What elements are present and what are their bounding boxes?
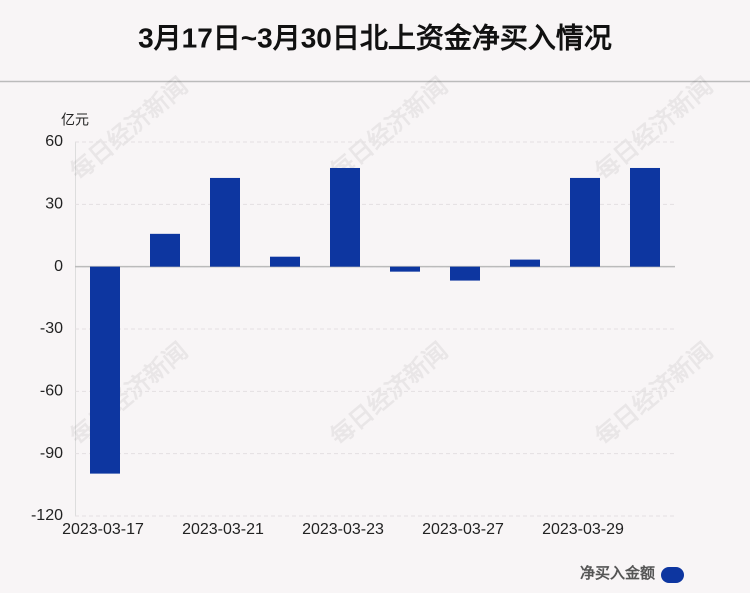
bar <box>330 167 360 267</box>
y-tick-label: 60 <box>45 133 63 150</box>
bar <box>270 256 300 267</box>
legend-swatch <box>661 567 684 583</box>
bar <box>510 259 540 267</box>
bar <box>150 233 180 267</box>
bar <box>210 177 240 267</box>
x-tick-label: 2023-03-23 <box>302 521 384 538</box>
bar <box>90 266 120 474</box>
y-axis-unit: 亿元 <box>61 112 89 128</box>
legend-label: 净买入金额 <box>580 564 655 582</box>
y-tick-label: 0 <box>54 258 63 275</box>
x-tick-label: 2023-03-21 <box>182 521 264 538</box>
x-tick-label: 2023-03-17 <box>62 521 144 538</box>
bar <box>390 266 420 272</box>
bar <box>630 167 660 267</box>
x-tick-label: 2023-03-29 <box>542 521 624 538</box>
y-tick-label: -90 <box>40 445 63 462</box>
y-tick-label: -60 <box>40 383 63 400</box>
y-tick-label: 30 <box>45 196 63 213</box>
bar <box>450 266 480 281</box>
y-tick-label: -120 <box>31 507 63 524</box>
x-tick-label: 2023-03-27 <box>422 521 504 538</box>
y-tick-label: -30 <box>40 320 63 337</box>
bar <box>570 177 600 267</box>
chart-title: 3月17日~3月30日北上资金净买入情况 <box>138 21 612 53</box>
